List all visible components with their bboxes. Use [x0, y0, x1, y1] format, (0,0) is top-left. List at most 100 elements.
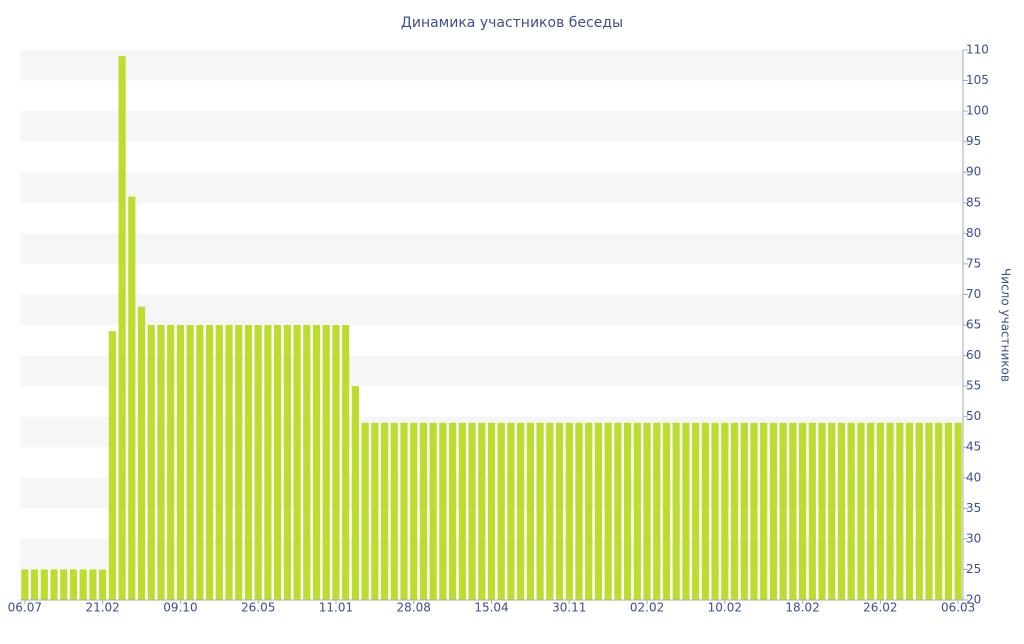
- grid-band: [20, 294, 963, 325]
- bar: [332, 325, 340, 600]
- bar: [128, 196, 136, 600]
- y-tick-label: 110: [966, 43, 989, 57]
- bar: [585, 422, 593, 600]
- bar: [925, 422, 933, 600]
- bar: [507, 422, 515, 600]
- bar: [808, 422, 816, 600]
- y-tick-label: 105: [966, 73, 989, 87]
- bar: [828, 422, 836, 600]
- bar: [380, 422, 389, 600]
- bar: [915, 422, 923, 600]
- x-tick-label: 28.08: [397, 601, 431, 615]
- bar: [750, 422, 758, 600]
- x-tick-label: 02.02: [630, 601, 664, 615]
- bar: [108, 331, 116, 600]
- y-tick-label: 50: [966, 409, 981, 423]
- bar: [857, 422, 865, 600]
- bar: [789, 422, 797, 600]
- y-tick-label: 40: [966, 470, 981, 484]
- bar: [264, 325, 272, 600]
- bar: [21, 569, 29, 600]
- y-tick-label: 65: [966, 318, 981, 332]
- bar: [322, 325, 330, 600]
- bar: [760, 422, 768, 600]
- bar: [536, 422, 544, 600]
- bar: [390, 422, 398, 600]
- x-tick-label: 18.02: [785, 601, 819, 615]
- bar: [449, 422, 457, 600]
- bar: [303, 325, 311, 600]
- y-tick-label: 100: [966, 104, 989, 118]
- bar: [89, 569, 97, 600]
- bar: [351, 386, 359, 600]
- x-tick-label: 06.03: [941, 601, 975, 615]
- bar: [730, 422, 739, 600]
- bar: [400, 422, 408, 600]
- bar: [254, 325, 262, 600]
- bar: [147, 325, 155, 600]
- bar: [439, 422, 447, 600]
- y-tick-label: 55: [966, 379, 981, 393]
- bar: [40, 569, 48, 600]
- bar: [565, 422, 573, 600]
- grid-band: [20, 111, 963, 142]
- bar: [60, 569, 68, 600]
- grid-band: [20, 233, 963, 264]
- bar: [526, 422, 534, 600]
- bar: [555, 422, 564, 600]
- bar: [69, 569, 78, 600]
- x-tick-label: 11.01: [319, 601, 353, 615]
- bar: [235, 325, 243, 600]
- bar: [954, 422, 962, 600]
- grid-band: [20, 172, 963, 203]
- x-tick-label: 15.04: [474, 601, 508, 615]
- bar: [244, 325, 253, 600]
- x-tick-label: 21.02: [85, 601, 119, 615]
- bar: [167, 325, 175, 600]
- bar: [99, 569, 107, 600]
- bar: [546, 422, 554, 600]
- bar: [604, 422, 612, 600]
- bar: [478, 422, 486, 600]
- y-tick-label: 60: [966, 348, 981, 362]
- bar: [633, 422, 641, 600]
- bar: [30, 569, 39, 600]
- y-tick-label: 90: [966, 165, 981, 179]
- y-tick-label: 35: [966, 501, 981, 515]
- y-tick-label: 45: [966, 440, 981, 454]
- bar: [594, 422, 603, 600]
- bar: [497, 422, 505, 600]
- bar: [342, 325, 350, 600]
- bar: [662, 422, 671, 600]
- bar: [371, 422, 379, 600]
- bar: [205, 325, 214, 600]
- bar: [410, 422, 418, 600]
- x-tick-label: 30.11: [552, 601, 586, 615]
- bar: [692, 422, 700, 600]
- bar: [50, 569, 58, 600]
- bar: [779, 422, 787, 600]
- y-tick-label: 20: [966, 593, 981, 607]
- bar: [769, 422, 778, 600]
- bar: [429, 422, 437, 600]
- y-tick-label: 25: [966, 562, 981, 576]
- bar: [468, 422, 476, 600]
- y-tick-label: 95: [966, 134, 981, 148]
- bar: [283, 325, 291, 600]
- bar: [798, 422, 807, 600]
- bar: [196, 325, 204, 600]
- bar: [274, 325, 282, 600]
- x-tick-label: 09.10: [163, 601, 197, 615]
- x-tick-label: 26.02: [863, 601, 897, 615]
- bar: [672, 422, 680, 600]
- bar: [575, 422, 583, 600]
- bar: [935, 422, 943, 600]
- bar: [118, 56, 126, 601]
- bar: [886, 422, 894, 600]
- bar: [517, 422, 525, 600]
- x-tick-label: 10.02: [708, 601, 742, 615]
- bar: [487, 422, 496, 600]
- y-tick-label: 75: [966, 256, 981, 270]
- y-tick-label: 80: [966, 226, 981, 240]
